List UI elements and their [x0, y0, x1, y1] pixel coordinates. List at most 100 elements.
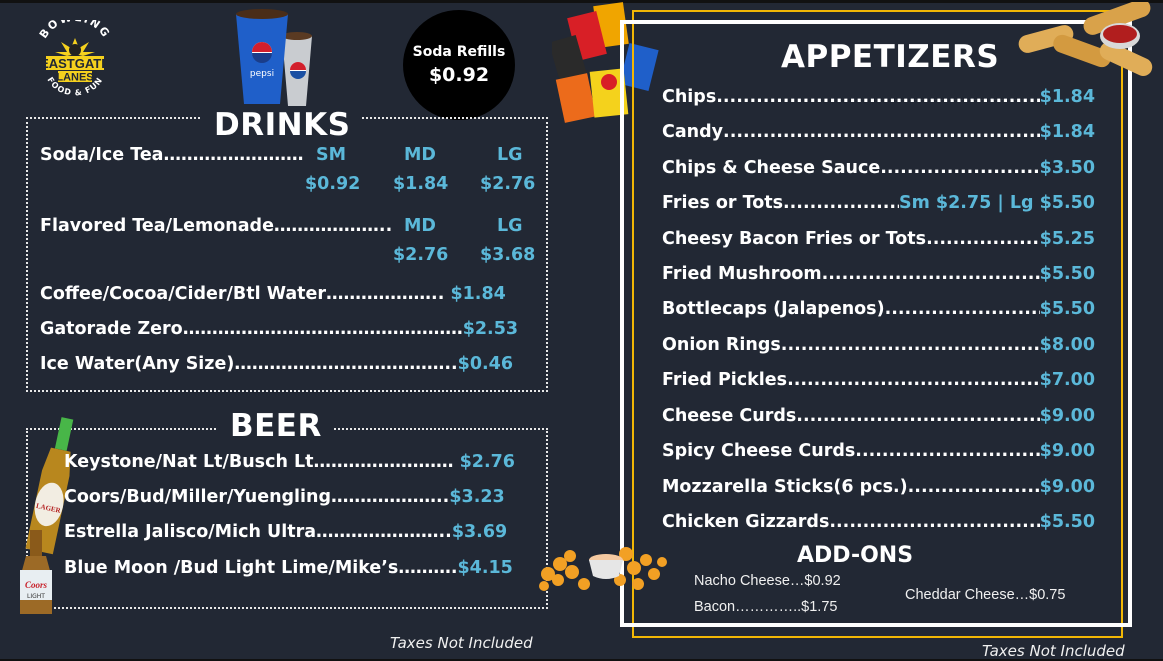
appetizer-name: Spicy Cheese Curds: [662, 441, 856, 461]
pepsi-cups-image: pepsi: [232, 8, 322, 108]
beer-item-name: Estrella Jalisco/Mich Ultra…………………..: [64, 522, 452, 542]
soda-size-lg: LG: [497, 145, 523, 165]
soda-price-sm: $0.92: [305, 174, 361, 194]
appetizer-item: Fried Pickles $7.00: [662, 370, 1095, 390]
addon-item: Cheddar Cheese…$0.75: [905, 587, 1066, 603]
refill-label: Soda Refills: [412, 44, 506, 60]
beer-item: Estrella Jalisco/Mich Ultra…………………..$3.6…: [64, 522, 508, 542]
appetizer-item: Candy $1.84: [662, 122, 1095, 142]
appetizer-price: Sm $2.75 | Lg $5.50: [899, 193, 1095, 213]
soda-size-sm: SM: [316, 145, 347, 165]
leader-dots: [781, 337, 1040, 355]
bottom-edge: [0, 659, 1163, 661]
drinks-title: DRINKS: [202, 110, 363, 141]
appetizer-price: $9.00: [1039, 441, 1095, 461]
appetizer-item: Chicken Gizzards $5.50: [662, 512, 1095, 532]
refill-price: $0.92: [428, 64, 490, 86]
drink-flavored-name: Flavored Tea/Lemonade………………..: [40, 216, 393, 236]
cheese-curds-image: [534, 540, 672, 596]
logo-top-text: BOWLING: [37, 11, 111, 41]
top-edge: [0, 0, 1163, 3]
addons-title: ADD-ONS: [797, 543, 914, 568]
appetizer-price: $9.00: [1039, 406, 1095, 426]
appetizer-price: $3.50: [1039, 158, 1095, 178]
beer-item-price: $2.76: [459, 452, 515, 472]
appetizer-name: Chips & Cheese Sauce: [662, 158, 881, 178]
leader-dots: [829, 514, 1039, 532]
leader-dots: [796, 408, 1039, 426]
addon-item: Nacho Cheese…$0.92: [694, 573, 841, 589]
appetizer-name: Onion Rings: [662, 335, 781, 355]
leader-dots: [926, 231, 1040, 249]
flavored-size-lg: LG: [497, 216, 523, 236]
leader-dots: [822, 266, 1040, 284]
addon-item: Bacon…………..$1.75: [694, 599, 838, 615]
leader-dots: [880, 160, 1039, 178]
chip-bags-image: [548, 2, 664, 130]
drink-item-price: $1.84: [450, 284, 506, 304]
appetizer-name: Fries or Tots: [662, 193, 784, 213]
appetizer-price: $8.00: [1039, 335, 1095, 355]
beer-item: Coors/Bud/Miller/Yuengling………………..$3.23: [64, 487, 505, 507]
appetizer-name: Bottlecaps (Jalapenos): [662, 299, 885, 319]
beer-item-price: $3.69: [451, 522, 508, 542]
taxes-note-left: Taxes Not Included: [390, 634, 533, 652]
drink-item: Gatorade Zero…………………………………………$2.53: [40, 319, 519, 339]
drink-item-price: $0.46: [457, 354, 514, 374]
flavored-price-lg: $3.68: [480, 245, 536, 265]
appetizer-price: $5.50: [1039, 512, 1095, 532]
soda-size-md: MD: [404, 145, 436, 165]
svg-text:BOWLING: BOWLING: [37, 20, 113, 41]
svg-text:Coors: Coors: [25, 580, 48, 590]
appetizer-name: Cheese Curds: [662, 406, 797, 426]
appetizer-price: $5.50: [1039, 299, 1095, 319]
appetizer-item: Spicy Cheese Curds $9.00: [662, 441, 1095, 461]
appetizer-item: Cheese Curds $9.00: [662, 406, 1095, 426]
drink-item-name: Coffee/Cocoa/Cider/Btl Water………………..: [40, 284, 451, 304]
appetizers-title: APPETIZERS: [781, 39, 1000, 75]
appetizers-frame-yellow: [632, 10, 1123, 638]
appetizer-name: Candy: [662, 122, 724, 142]
appetizer-item: Fried Mushroom $5.50: [662, 264, 1095, 284]
appetizer-price: $1.84: [1039, 122, 1095, 142]
appetizer-price: $7.00: [1039, 370, 1095, 390]
appetizer-item: Mozzarella Sticks(6 pcs.) $9.00: [662, 477, 1095, 497]
leader-dots: [855, 443, 1039, 461]
appetizer-item: Fries or Tots Sm $2.75 | Lg $5.50: [662, 193, 1095, 213]
appetizer-item: Bottlecaps (Jalapenos) $5.50: [662, 299, 1095, 319]
soda-price-lg: $2.76: [480, 174, 536, 194]
beer-item-name: Coors/Bud/Miller/Yuengling………………..: [64, 487, 450, 507]
beer-bottles-image: LAGER Coors LIGHT: [0, 410, 78, 615]
appetizer-name: Fried Pickles: [662, 370, 788, 390]
svg-text:LIGHT: LIGHT: [27, 593, 45, 600]
eastgate-lanes-logo: BOWLING EASTGATE LANES FOOD & FUN: [32, 11, 118, 100]
appetizer-name: Chicken Gizzards: [662, 512, 830, 532]
drink-item: Coffee/Cocoa/Cider/Btl Water……………….. $1.…: [40, 284, 506, 304]
drink-item: Ice Water(Any Size)………………………………..$0.46: [40, 354, 514, 374]
drink-item-name: Ice Water(Any Size)………………………………..: [40, 354, 458, 374]
appetizer-name: Mozzarella Sticks(6 pcs.): [662, 477, 908, 497]
beer-item-name: Blue Moon /Bud Light Lime/Mike’s……….: [64, 558, 458, 578]
appetizer-price: $9.00: [1039, 477, 1095, 497]
appetizer-price: $1.84: [1039, 87, 1095, 107]
drink-item-name: Gatorade Zero…………………………………………: [40, 319, 463, 339]
logo-name-line1: EASTGATE: [40, 56, 110, 71]
leader-dots: [716, 89, 1039, 107]
flavored-size-md: MD: [404, 216, 436, 236]
beer-item: Keystone/Nat Lt/Busch Lt…………………… $2.76: [64, 452, 515, 472]
appetizer-name: Chips: [662, 87, 717, 107]
drink-item-price: $2.53: [462, 319, 519, 339]
appetizer-item: Cheesy Bacon Fries or Tots $5.25: [662, 229, 1095, 249]
flavored-price-md: $2.76: [393, 245, 449, 265]
drink-soda-name: Soda/Ice Tea……………………: [40, 145, 304, 165]
appetizer-price: $5.25: [1039, 229, 1095, 249]
logo-name-line2: LANES: [56, 72, 93, 84]
taxes-note-right: Taxes Not Included: [982, 642, 1125, 660]
beer-item: Blue Moon /Bud Light Lime/Mike’s……….$4.1…: [64, 558, 513, 578]
appetizer-price: $5.50: [1039, 264, 1095, 284]
svg-text:pepsi: pepsi: [250, 69, 274, 79]
appetizer-item: Onion Rings $8.00: [662, 335, 1095, 355]
appetizer-name: Cheesy Bacon Fries or Tots: [662, 229, 927, 249]
appetizers-frame-white: [620, 20, 1132, 627]
soda-refill-badge: Soda Refills $0.92: [403, 10, 515, 120]
